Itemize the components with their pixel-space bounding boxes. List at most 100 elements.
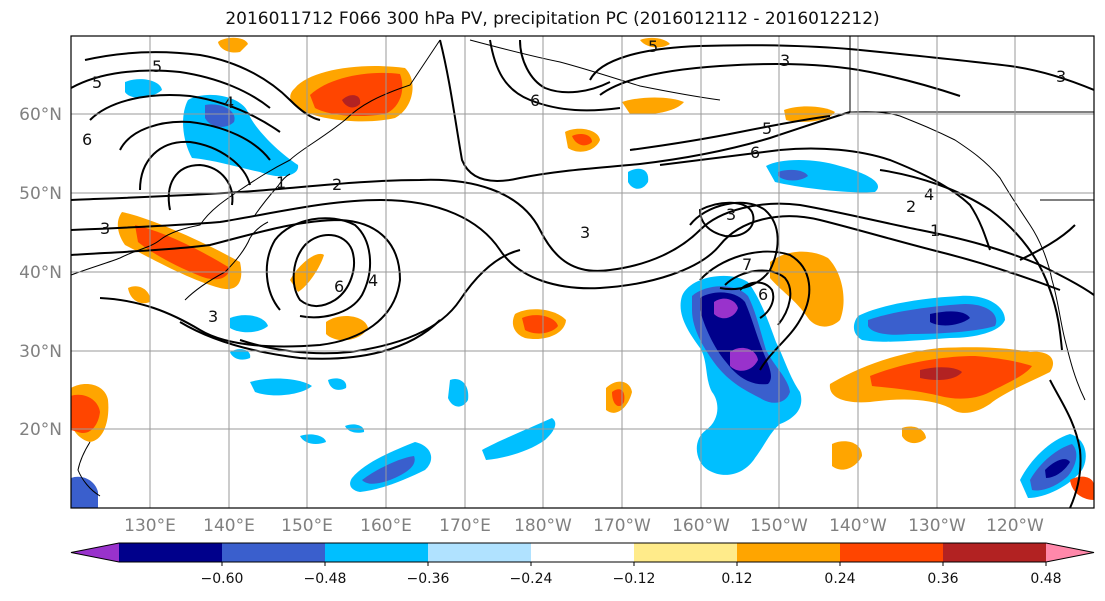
cold-extreme	[730, 347, 758, 371]
pv-contour-label: 5	[92, 73, 102, 92]
pv-contour-label: 3	[208, 307, 218, 326]
lon-label: 140°W	[829, 516, 887, 536]
cold-core	[362, 456, 415, 484]
gridlines	[71, 36, 1094, 508]
warm-core	[71, 394, 100, 434]
lon-label: 150°W	[750, 516, 808, 536]
cold-region	[230, 315, 268, 333]
cold-region	[125, 79, 162, 98]
latitude-labels: 60°N 50°N 40°N 30°N 20°N	[19, 105, 62, 440]
colorbar-segment	[943, 543, 1046, 562]
colorbar-segment	[737, 543, 840, 562]
warm-core	[310, 72, 403, 116]
colorbar: −0.60 −0.48 −0.36 −0.24 −0.12 0.12 0.24 0.36 0.4…	[70, 542, 1095, 587]
lon-label: 130°W	[908, 516, 966, 536]
pv-contour-label: 5	[152, 57, 162, 76]
warm-region	[622, 97, 684, 115]
cold-extreme	[714, 298, 738, 319]
colorbar-segment	[71, 543, 119, 562]
cold-region	[628, 168, 649, 189]
colorbar-tick-label: −0.36	[407, 571, 450, 587]
colorbar-tick-label: 0.36	[927, 571, 958, 587]
cold-max	[930, 311, 970, 326]
cold-core	[778, 169, 808, 181]
colorbar-segment	[428, 543, 531, 562]
colorbar-tick-label: −0.60	[201, 571, 244, 587]
colorbar-tick-label: −0.24	[510, 571, 553, 587]
precip-shading	[71, 37, 1094, 508]
pv-contour-label: 6	[334, 277, 344, 296]
pv-contour-label: 3	[726, 205, 736, 224]
colorbar-outline	[70, 542, 1095, 563]
pv-contour-label: 6	[758, 285, 768, 304]
lat-label: 30°N	[19, 342, 62, 362]
pv-contour-label: 3	[1056, 67, 1066, 86]
map-panel: 5 5 4 6 1 2 3 6 4 3 3 3 6 5 3 5 6 4 2 1	[70, 35, 1095, 509]
colorbar-segment	[840, 543, 943, 562]
warm-region	[218, 37, 248, 53]
cold-region	[766, 160, 879, 193]
pv-contour-label: 2	[906, 197, 916, 216]
cold-region	[448, 378, 469, 407]
pv-contour-label: 3	[100, 219, 110, 238]
warm-max	[342, 95, 361, 108]
borders	[850, 111, 1094, 201]
warm-core	[572, 134, 592, 146]
warm-core	[612, 389, 625, 407]
warm-core	[522, 315, 558, 334]
pv-contour-label: 1	[930, 221, 940, 240]
colorbar-tick-label: 0.12	[721, 571, 752, 587]
warm-region	[640, 37, 670, 48]
pv-contour-label: 4	[368, 271, 378, 290]
pv-contour-label: 3	[580, 223, 590, 242]
pv-contour-label: 6	[82, 130, 92, 149]
warm-region	[902, 426, 926, 444]
pv-contour-label: 5	[648, 37, 658, 56]
colorbar-tick-label: 0.48	[1030, 571, 1061, 587]
cold-region	[230, 349, 251, 360]
colorbar-tick-label: −0.48	[304, 571, 347, 587]
pv-contour-label: 6	[750, 143, 760, 162]
lat-label: 20°N	[19, 420, 62, 440]
colorbar-tick-label: −0.12	[613, 571, 656, 587]
pv-contour-label: 7	[742, 255, 752, 274]
cold-core	[205, 104, 235, 127]
pv-contour-label: 5	[762, 119, 772, 138]
lon-label: 130°E	[124, 516, 176, 536]
cold-region	[328, 378, 347, 390]
pv-contour-label: 2	[332, 175, 342, 194]
warm-core	[1070, 476, 1094, 500]
pv-contour-labels: 5 5 4 6 1 2 3 6 4 3 3 3 6 5 3 5 6 4 2 1	[82, 37, 1066, 326]
pv-contour-label: 6	[530, 91, 540, 110]
warm-max	[920, 367, 962, 380]
colorbar-segment	[1046, 543, 1094, 562]
colorbar-tick-label: 0.24	[824, 571, 855, 587]
longitude-labels: 130°E 140°E 150°E 160°E 170°E 180°W 170°…	[124, 516, 1044, 536]
warm-region	[128, 286, 151, 304]
warm-region	[832, 441, 862, 470]
colorbar-segment	[325, 543, 428, 562]
cold-region	[71, 476, 98, 508]
figure-title: 2016011712 F066 300 hPa PV, precipitatio…	[225, 9, 880, 29]
lat-label: 50°N	[19, 184, 62, 204]
lat-label: 60°N	[19, 105, 62, 125]
lon-label: 170°E	[439, 516, 491, 536]
lon-label: 140°E	[203, 516, 255, 536]
colorbar-segment	[119, 543, 222, 562]
lon-label: 160°E	[360, 516, 412, 536]
lon-label: 170°W	[593, 516, 651, 536]
pv-contour-label: 4	[924, 185, 934, 204]
lon-label: 120°W	[986, 516, 1044, 536]
warm-region	[770, 251, 844, 327]
cold-max	[1045, 459, 1070, 478]
lon-label: 150°E	[281, 516, 333, 536]
map-frame	[70, 35, 1095, 509]
lon-label: 180°W	[514, 516, 572, 536]
cold-region	[250, 378, 312, 396]
lat-label: 40°N	[19, 263, 62, 283]
colorbar-segment	[222, 543, 325, 562]
colorbar-segment	[634, 543, 737, 562]
warm-core	[135, 225, 230, 280]
pv-contour-label: 1	[276, 173, 286, 192]
